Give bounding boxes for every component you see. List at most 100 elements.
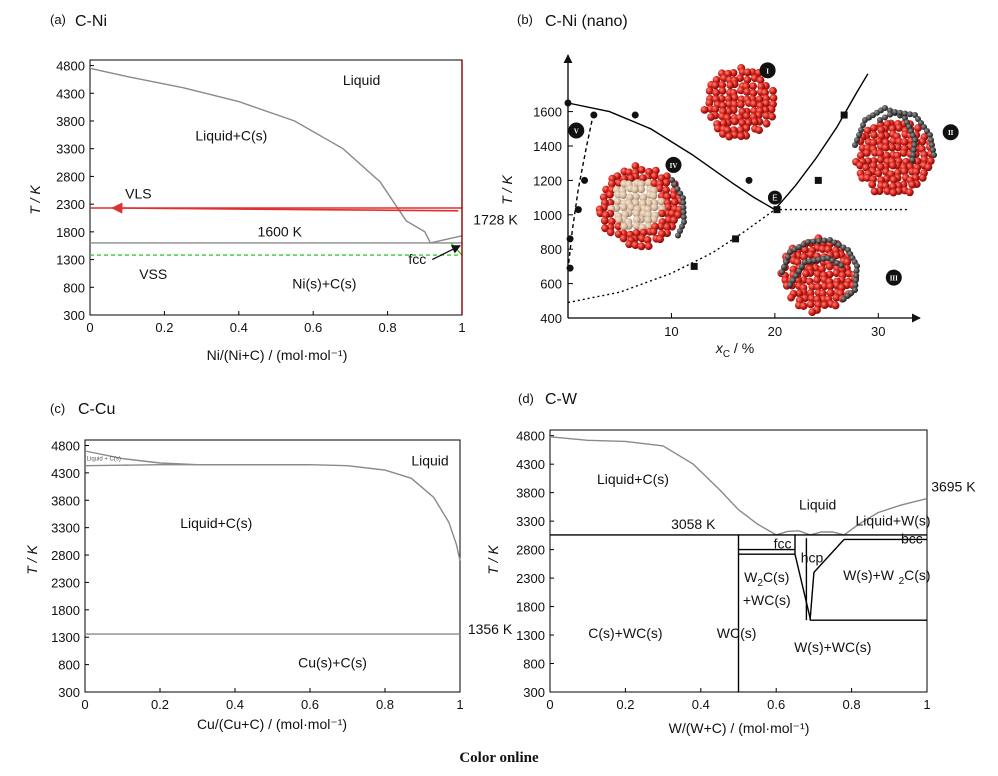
b-particle-III-bead [826, 282, 835, 291]
b-particle-III-bead [799, 302, 808, 310]
b-chain-II-a-bead [860, 122, 866, 128]
b-particle-II-bead [889, 175, 898, 184]
b-particle-I-bead [750, 100, 758, 108]
b-chain-II-a-bead [911, 142, 918, 148]
b-particle-III-bead [795, 289, 804, 298]
b-particle-III-bead [818, 245, 827, 254]
b-particle-III-bead [813, 270, 822, 279]
b-particle-II-bead [870, 187, 879, 196]
b-phase-tag-circle [665, 156, 682, 173]
b-phase-tag-circle [568, 122, 585, 139]
b-particle-II-bead [920, 155, 929, 164]
c-ytick-label: 800 [58, 658, 80, 673]
c-label: Cu(s)+C(s) [298, 654, 367, 670]
b-chain-II-b-bead [877, 117, 883, 123]
d-w2c-tail-sub: 2 [899, 576, 905, 587]
panel-a-tag: (a) [50, 12, 66, 27]
b-particle-I-bead [711, 105, 720, 114]
panel-b-xlabel: xC / % [715, 340, 754, 360]
b-chain-III-bead [791, 246, 798, 253]
b-particle-IV-bead [606, 228, 615, 237]
b-particle-III-bead [800, 252, 808, 261]
b-particle-II-bead [868, 180, 877, 189]
b-chain-IV-bead [680, 199, 687, 206]
b-chain-II-b-bead [897, 109, 903, 116]
b-particle-II-bead [877, 126, 886, 134]
b-series-solubility-dashed [567, 111, 595, 270]
b-particle-I-bead [755, 126, 763, 135]
c-xtick-label: 0.8 [376, 697, 394, 712]
panel-a-xlabel: Ni/(Ni+C) / (mol·mol⁻¹) [207, 347, 348, 363]
b-particle-III-bead [825, 262, 834, 271]
b-chain-III-bead [840, 244, 847, 251]
b-particle-IV-bead [626, 174, 635, 183]
b-chain-II-a-bead [909, 157, 916, 163]
b-ytick-label: 800 [540, 242, 562, 257]
b-chain-II-a-bead [852, 142, 858, 148]
b-chain-III-b-bead [838, 262, 845, 269]
c-xtick-label: 0.4 [226, 697, 244, 712]
b-phase-tag-label: I [766, 67, 769, 75]
a-ytick-label: 1300 [56, 253, 85, 268]
a-ytick-label: 800 [63, 280, 85, 295]
d-label: W(s)+WC(s) [794, 639, 871, 655]
b-particle-III-bead [799, 276, 808, 284]
b-chain-IV-bead [674, 186, 681, 192]
b-chain-III-bead [785, 254, 791, 260]
d-xtick-label: 0.2 [616, 697, 634, 712]
b-particle-IV-bead [643, 236, 652, 244]
a-series-ni-liquidus [430, 235, 463, 244]
b-particle-III-bead [832, 269, 841, 277]
b-chain-III-bead [827, 237, 833, 243]
b-particle-IV-bead [631, 162, 640, 170]
a-xtick-label: 0.2 [155, 320, 173, 335]
b-particle-I-bead [725, 132, 734, 141]
b-point-circle [566, 235, 574, 243]
b-particle-II-bead [876, 163, 885, 171]
b-chain-III-bead [853, 267, 860, 274]
b-chain-II-b-bead [930, 147, 936, 153]
b-particle-I-bead [756, 76, 765, 85]
b-particle-II-bead [863, 174, 872, 182]
b-chain-IV-bead [680, 209, 687, 216]
d-w2c-label-line2: +WC(s) [743, 592, 791, 608]
b-particle-III-bead [808, 308, 817, 317]
b-particle-I-bead [762, 99, 771, 108]
b-chain-IV-bead [680, 195, 686, 201]
panel-a-ylabel: T / K [27, 185, 43, 215]
b-particle-I-bead [749, 89, 758, 97]
b-particle-IV-bead [613, 197, 622, 206]
b-chain-II-b-bead [892, 109, 898, 115]
b-particle-IV-bead [632, 229, 641, 237]
plot-d: 0 0.2 0.4 0.6 0.8 130080013001800230028003300… [516, 429, 976, 712]
b-particle-II-bead [926, 157, 935, 165]
b-particle-I-bead [730, 117, 739, 126]
b-particle-IV-bead [649, 191, 658, 200]
plot-a: 0 0.2 0.4 0.6 0.8 130080013001800230028003300… [56, 59, 518, 335]
b-chain-III-b-bead [820, 255, 827, 262]
d-ytick-label: 1800 [516, 600, 545, 615]
b-particle-II-bead [918, 137, 927, 146]
b-point-square [732, 235, 740, 243]
b-particle-IV-bead [663, 192, 672, 201]
d-ytick-label: 4300 [516, 457, 545, 472]
a-label: Ni(s)+C(s) [292, 275, 356, 291]
b-particle-III-bead [843, 258, 852, 266]
b-particle-IV-bead [670, 216, 678, 224]
b-chain-III-b-bead [811, 257, 818, 264]
d-xtick-label: 1 [923, 697, 930, 712]
b-particle-IV-bead [631, 241, 640, 250]
a-ytick-label: 4300 [56, 86, 85, 101]
b-point-square [773, 206, 781, 214]
b-particle-IV-bead [668, 209, 677, 218]
b-chain-IV-bead [671, 181, 678, 188]
d-ytick-label: 4800 [516, 429, 545, 444]
b-chain-IV-bead [677, 228, 683, 234]
b-particle-I-bead [743, 75, 752, 84]
b-eutectic-marker [767, 190, 782, 205]
d-w2c-label-tail: C(s) [763, 569, 789, 585]
panel-c-tag: (c) [50, 401, 65, 416]
b-chain-IV-bead [680, 204, 687, 211]
d-label: Liquid [799, 497, 836, 513]
